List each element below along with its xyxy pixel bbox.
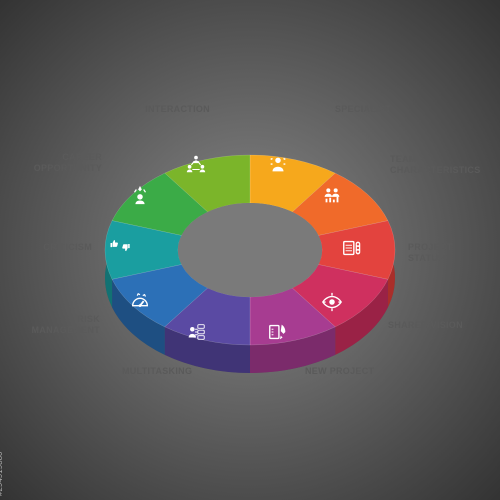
segment-label-multitasking: MULTITASKING [122,366,192,377]
infographic-canvas: SPECIALIST TEAM CHARACTERISTICS PROJECT ST… [0,0,500,500]
segment-label-new-project: NEW PROJECT [305,366,374,377]
team-icon [318,181,346,209]
thumbs-icon [106,234,134,262]
segment-label-team-characteristics: TEAM CHARACTERISTICS [390,154,481,176]
status-icon [338,234,366,262]
gauge-icon [126,288,154,316]
specialist-icon [264,150,292,178]
segment-label-shared-vision: SHARED VISION [388,320,463,331]
career-icon [126,181,154,209]
segment-label-risk-management: RISK MANAGEMENT [30,314,100,336]
segment-label-career-opportunity: CAREER OPPORTUNITY [32,152,102,174]
segment-label-interaction: INTERACTION [140,104,210,115]
segment-label-project-status: PROJECT STATUS [408,242,453,264]
vision-icon [318,288,346,316]
multitask-icon [182,318,210,346]
segment-label-specialist: SPECIALIST [335,104,391,115]
watermark-id: #294919880 [0,452,4,497]
rocket-icon [264,318,292,346]
segment-label-criticism: CRITICISM [22,242,92,253]
interaction-icon [182,150,210,178]
